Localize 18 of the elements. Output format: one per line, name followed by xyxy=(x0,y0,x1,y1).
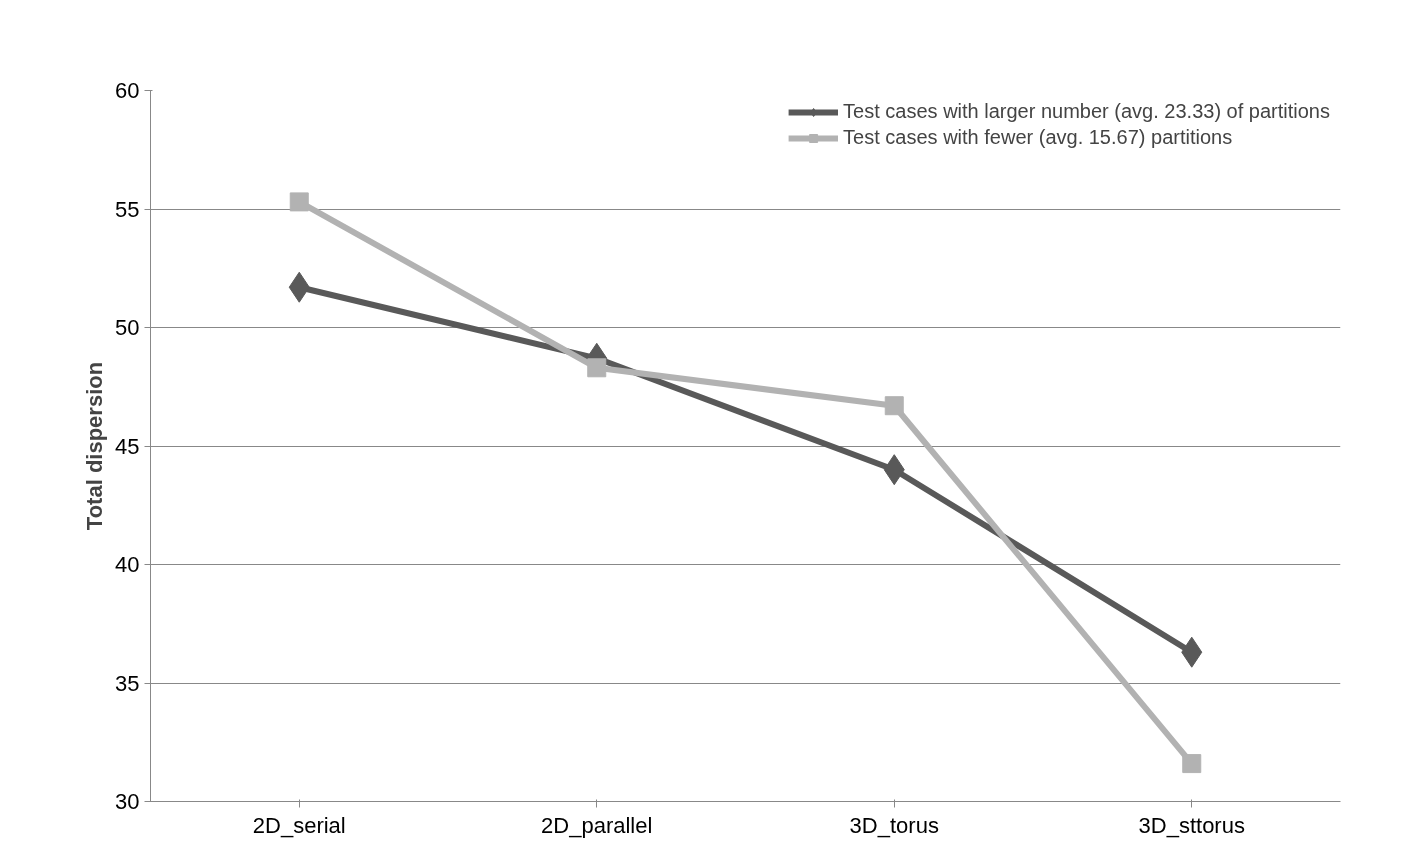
x-tick-label: 3D_torus xyxy=(849,812,939,838)
y-tick-label: 40 xyxy=(115,552,140,577)
y-tick-label: 55 xyxy=(115,196,140,222)
y-axis-title: Total dispersion xyxy=(82,361,108,531)
x-tick-label: 2D_parallel xyxy=(541,812,653,838)
y-tick-label: 45 xyxy=(115,433,140,459)
point xyxy=(1182,754,1202,774)
y-tick-label: 50 xyxy=(115,315,140,340)
x-tick-label: 3D_sttorus xyxy=(1138,812,1245,838)
x-tick-label: 2D_serial xyxy=(252,812,346,838)
legend-label: Test cases with fewer (avg. 15.67) partitions xyxy=(843,126,1233,149)
legend-label: Test cases with larger number (avg. 23.33) of partitions xyxy=(843,100,1330,123)
y-tick-label: 35 xyxy=(115,670,140,696)
point xyxy=(289,192,309,212)
y-tick-label: 30 xyxy=(115,789,140,814)
y-tick-label: 60 xyxy=(115,78,140,103)
point xyxy=(587,358,607,378)
point xyxy=(884,396,904,416)
